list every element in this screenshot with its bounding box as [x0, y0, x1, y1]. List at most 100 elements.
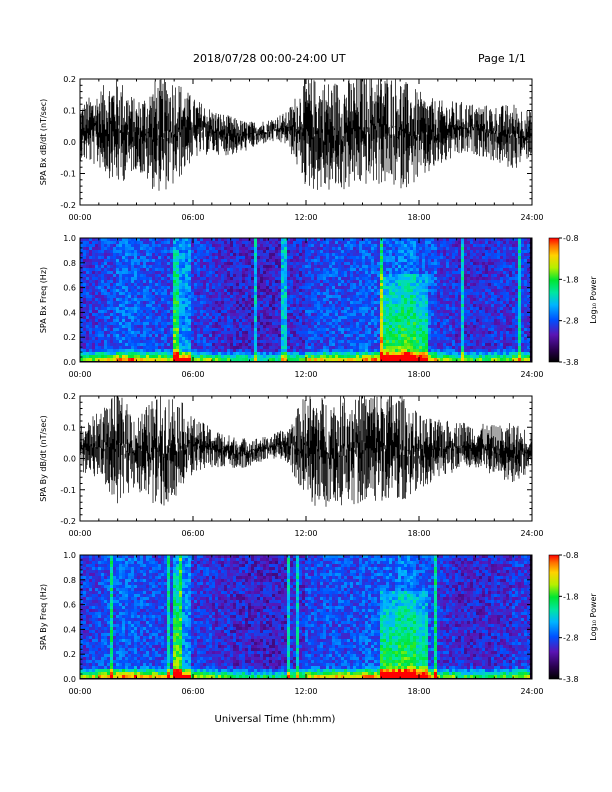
spectrogram-cell — [197, 274, 200, 277]
spectrogram-cell — [134, 313, 137, 316]
spectrogram-cell — [353, 295, 356, 298]
spectrogram-cell — [152, 262, 155, 265]
spectrogram-cell — [320, 238, 323, 241]
spectrogram-cell — [275, 295, 278, 298]
spectrogram-cell — [431, 274, 434, 277]
spectrogram-cell — [146, 331, 149, 334]
spectrogram-cell — [305, 265, 308, 268]
spectrogram-cell — [344, 340, 347, 343]
spectrogram-cell — [263, 307, 266, 310]
spectrogram-cell — [125, 256, 128, 259]
spectrogram-cell — [380, 292, 383, 295]
spectrogram-cell — [311, 346, 314, 349]
spectrogram-cell — [389, 283, 392, 286]
spectrogram-cell — [332, 352, 335, 355]
spectrogram-cell — [413, 277, 416, 280]
spectrogram-cell — [83, 259, 86, 262]
spectrogram-cell — [341, 349, 344, 352]
spectrogram-cell — [344, 259, 347, 262]
spectrogram-cell — [137, 292, 140, 295]
spectrogram-cell — [176, 253, 179, 256]
spectrogram-cell — [299, 244, 302, 247]
spectrogram-cell — [392, 292, 395, 295]
spectrogram-cell — [260, 280, 263, 283]
spectrogram-cell — [296, 241, 299, 244]
spectrogram-cell — [137, 280, 140, 283]
spectrogram-cell — [218, 259, 221, 262]
spectrogram-cell — [428, 325, 431, 328]
spectrogram-cell — [332, 253, 335, 256]
spectrogram-cell — [422, 244, 425, 247]
spectrogram-cell — [323, 331, 326, 334]
spectrogram-cell — [266, 301, 269, 304]
spectrogram-cell — [116, 334, 119, 337]
spectrogram-cell — [290, 271, 293, 274]
spectrogram-cell — [344, 307, 347, 310]
spectrogram-cell — [131, 313, 134, 316]
spectrogram-cell — [281, 328, 284, 331]
spectrogram-cell — [95, 358, 98, 361]
spectrogram-cell — [194, 253, 197, 256]
spectrogram-cell — [410, 268, 413, 271]
spectrogram-cell — [113, 346, 116, 349]
spectrogram-cell — [416, 313, 419, 316]
spectrogram-cell — [272, 331, 275, 334]
spectrogram-cell — [278, 265, 281, 268]
spectrogram-cell — [182, 349, 185, 352]
spectrogram-cell — [431, 253, 434, 256]
spectrogram-cell — [248, 355, 251, 358]
spectrogram-cell — [353, 277, 356, 280]
spectrogram-cell — [278, 343, 281, 346]
spectrogram-cell — [314, 262, 317, 265]
spectrogram-cell — [182, 262, 185, 265]
spectrogram-cell — [263, 238, 266, 241]
spectrogram-cell — [332, 310, 335, 313]
spectrogram-cell — [389, 328, 392, 331]
spectrogram-cell — [293, 316, 296, 319]
spectrogram-cell — [215, 334, 218, 337]
spectrogram-cell — [299, 319, 302, 322]
spectrogram-cell — [221, 259, 224, 262]
spectrogram-cell — [329, 292, 332, 295]
spectrogram-cell — [281, 280, 284, 283]
spectrogram-cell — [251, 298, 254, 301]
spectrogram-cell — [251, 250, 254, 253]
spectrogram-cell — [191, 331, 194, 334]
spectrogram-cell — [293, 358, 296, 361]
spectrogram-cell — [281, 322, 284, 325]
spectrogram-cell — [101, 349, 104, 352]
spectrogram-cell — [419, 277, 422, 280]
spectrogram-cell — [230, 316, 233, 319]
spectrogram-cell — [374, 343, 377, 346]
spectrogram-cell — [98, 337, 101, 340]
spectrogram-cell — [257, 250, 260, 253]
spectrogram-cell — [371, 331, 374, 334]
spectrogram-cell — [341, 289, 344, 292]
spectrogram-cell — [254, 328, 257, 331]
spectrogram-cell — [143, 352, 146, 355]
spectrogram-cell — [164, 319, 167, 322]
spectrogram-cell — [257, 352, 260, 355]
spectrogram-cell — [278, 304, 281, 307]
spectrogram-cell — [293, 349, 296, 352]
spectrogram-cell — [341, 292, 344, 295]
spectrogram-cell — [194, 295, 197, 298]
spectrogram-cell — [137, 262, 140, 265]
spectrogram-cell — [161, 298, 164, 301]
spectrogram-cell — [203, 295, 206, 298]
spectrogram-cell — [383, 295, 386, 298]
spectrogram-cell — [365, 298, 368, 301]
spectrogram-cell — [296, 310, 299, 313]
spectrogram-cell — [122, 253, 125, 256]
spectrogram-cell — [248, 259, 251, 262]
spectrogram-cell — [167, 331, 170, 334]
spectrogram-cell — [104, 238, 107, 241]
spectrogram-cell — [182, 313, 185, 316]
spectrogram-cell — [179, 310, 182, 313]
spectrogram-cell — [185, 325, 188, 328]
spectrogram-cell — [251, 277, 254, 280]
spectrogram-cell — [167, 238, 170, 241]
spectrogram-cell — [209, 328, 212, 331]
spectrogram-cell — [98, 283, 101, 286]
spectrogram-cell — [410, 277, 413, 280]
